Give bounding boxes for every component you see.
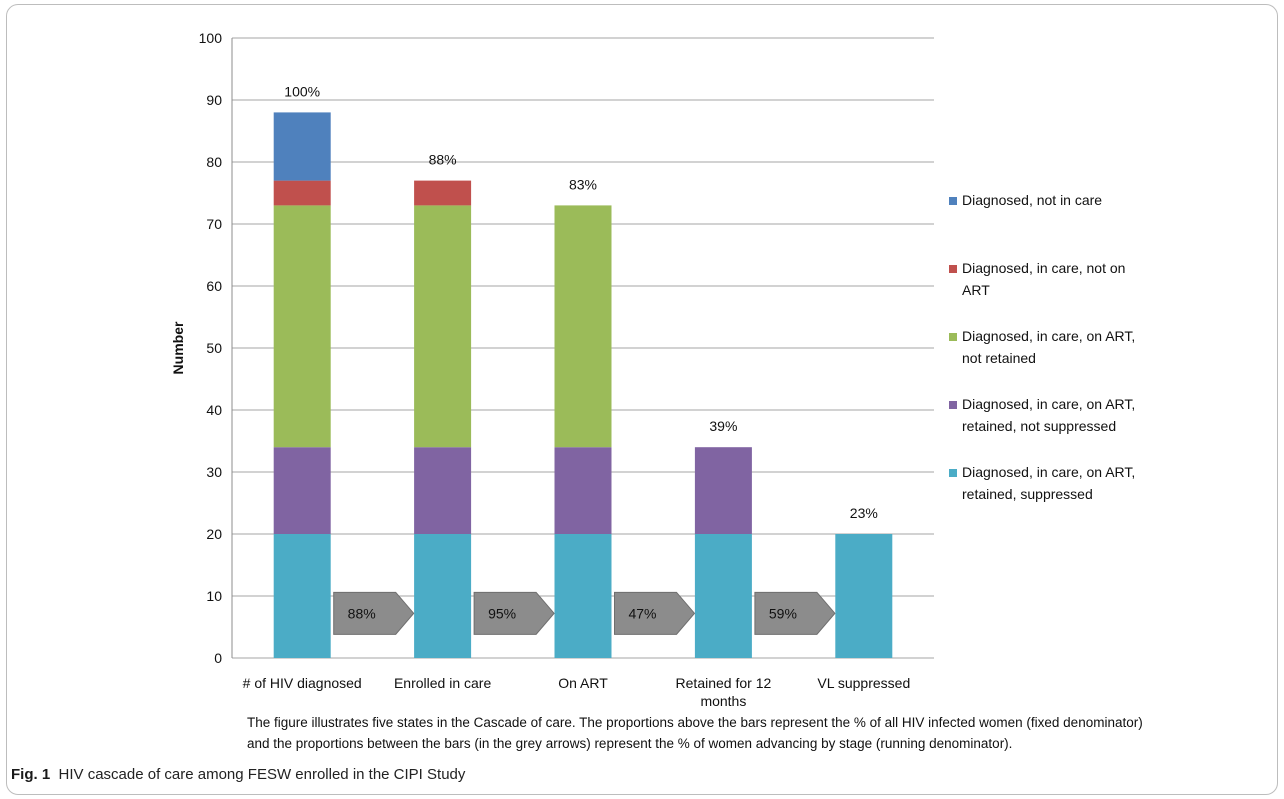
bar-segment [694,447,752,534]
bar-segment [414,205,472,448]
legend-swatch [949,401,957,409]
progression-arrow [333,591,415,635]
x-tick-label: On ART [558,675,608,691]
legend-label: Diagnosed, not in care [962,192,1102,208]
bar-percent-label: 39% [709,418,737,434]
bar-segment [273,112,331,181]
bar-segment [694,534,752,658]
progression-arrow [754,591,836,635]
bar-percent-label: 83% [569,176,597,192]
bar-percent-label: 100% [284,83,320,99]
bar-segment [273,534,331,658]
legend-swatch [949,197,957,205]
y-tick-label: 40 [206,402,222,418]
legend-label: retained, suppressed [962,486,1093,502]
bar-segment [554,205,612,448]
arrow-percent-label: 95% [488,605,516,621]
arrow-percent-label: 59% [769,605,797,621]
bar-segment [554,534,612,658]
x-tick-label: Retained for 12 [676,675,772,691]
figure-label: Fig. 1 [11,766,51,783]
arrow-percent-label: 88% [348,605,376,621]
bar-percent-label: 88% [429,152,457,168]
y-tick-label: 100 [199,30,223,46]
bar-segment [273,447,331,534]
y-tick-label: 90 [206,92,222,108]
chart: 0 10 20 30 40 50 60 70 80 90 100 Number 100% 88% 83% 39… [170,30,1135,709]
legend-swatch [949,265,957,273]
figure-frame [6,4,1278,795]
y-tick-label: 30 [206,464,222,480]
y-tick-label: 20 [206,526,222,542]
bar-segment [273,205,331,448]
bar-segment [554,447,612,534]
y-tick-label: 50 [206,340,222,356]
figure-note: The figure illustrates five states in th… [247,712,1257,754]
bar-segment [414,447,472,534]
x-tick-label: Enrolled in care [394,675,491,691]
bar-segment [273,180,331,206]
legend-label: Diagnosed, in care, on ART, [962,396,1135,412]
legend-label: Diagnosed, in care, not on [962,260,1125,276]
legend-label: retained, not suppressed [962,418,1116,434]
legend-label: Diagnosed, in care, on ART, [962,328,1135,344]
figure-caption: Fig. 1 HIV cascade of care among FESW en… [11,766,465,783]
progression-arrow [614,591,696,635]
y-axis-title: Number [170,321,186,374]
progression-arrow [473,591,555,635]
legend-label: Diagnosed, in care, on ART, [962,464,1135,480]
legend-swatch [949,469,957,477]
y-tick-label: 10 [206,588,222,604]
x-tick-label: months [700,693,746,709]
y-tick-label: 70 [206,216,222,232]
arrow-percent-label: 47% [628,605,656,621]
figure-note-line-2: and the proportions between the bars (in… [247,736,1013,751]
legend-label: not retained [962,350,1036,366]
figure-caption-text: HIV cascade of care among FESW enrolled … [58,766,466,783]
bar-segment [835,534,893,658]
y-tick-label: 80 [206,154,222,170]
x-tick-label: VL suppressed [817,675,910,691]
y-tick-label: 60 [206,278,222,294]
y-tick-label: 0 [214,650,222,666]
x-tick-label: # of HIV diagnosed [243,675,362,691]
bar-segment [414,534,472,658]
bar-segment [414,180,472,206]
figure-note-line-1: The figure illustrates five states in th… [247,715,1143,730]
legend-swatch [949,333,957,341]
bar-percent-label: 23% [850,505,878,521]
legend-label: ART [962,282,990,298]
